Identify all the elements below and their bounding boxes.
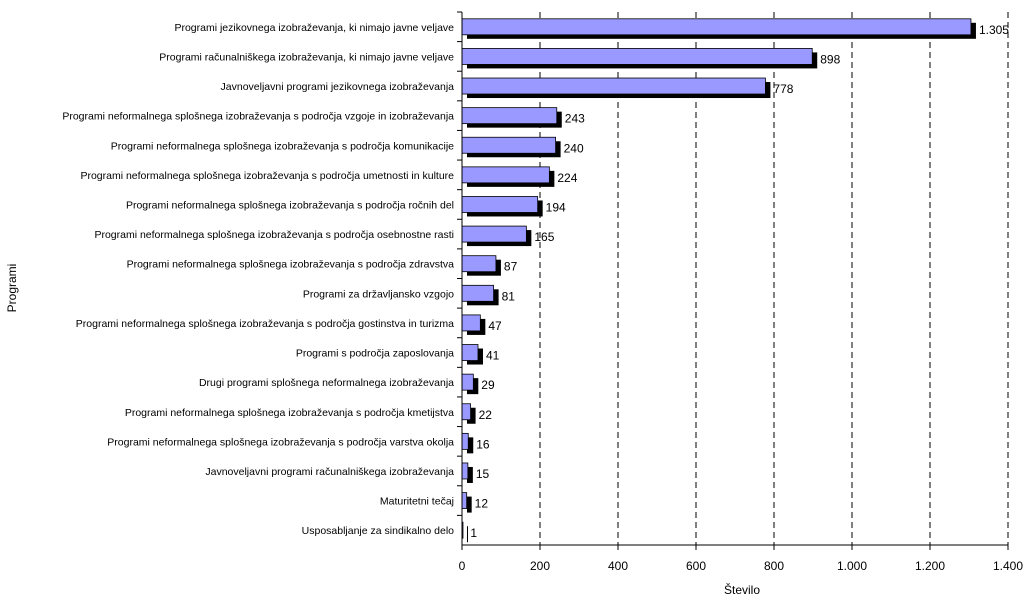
bar: [461, 18, 972, 36]
category-label: Programi neformalnega splošnega izobraže…: [107, 436, 454, 448]
x-tick-label: 800: [764, 559, 784, 573]
data-label: 15: [476, 467, 490, 481]
category-label: Programi za državljansko vzgojo: [303, 288, 454, 300]
bar: [461, 373, 474, 391]
category-label: Programi s področja zaposlovanja: [296, 348, 454, 360]
bar: [461, 284, 494, 302]
bar: [461, 403, 471, 421]
data-label: 240: [564, 141, 584, 155]
x-tick-label: 1.000: [837, 559, 867, 573]
x-tick-label: 400: [608, 559, 628, 573]
bar: [461, 344, 479, 361]
data-label: 1: [470, 526, 477, 540]
bars: [461, 18, 976, 543]
data-label: 22: [479, 408, 493, 422]
bar: [461, 462, 469, 480]
bar-shadow: [467, 437, 474, 454]
bar: [461, 136, 556, 154]
data-label: 224: [557, 171, 577, 185]
category-label: Programi neformalnega splošnega izobraže…: [126, 199, 454, 211]
bar: [461, 492, 468, 509]
category-label: Programi neformalnega splošnega izobraže…: [125, 407, 454, 419]
x-tick-label: 1.200: [915, 559, 945, 573]
value-labels: 1.305 898 778 243 240 224 194 165 87 81 47 41 29 22 16…: [470, 23, 1009, 540]
category-label: Javnoveljavni programi jezikovnega izobr…: [221, 81, 455, 93]
gridlines: [539, 12, 1009, 545]
x-tick-label: 0: [459, 559, 466, 573]
bar: [461, 225, 527, 243]
data-label: 81: [502, 289, 516, 303]
category-label: Programi neformalnega splošnega izobraže…: [80, 170, 454, 182]
data-label: 778: [773, 82, 793, 96]
bar: [461, 432, 469, 450]
data-label: 16: [476, 437, 490, 451]
data-label: 243: [565, 112, 585, 126]
category-label: Programi neformalnega splošnega izobraže…: [127, 259, 455, 271]
category-label: Usposabljanje za sindikalno delo: [302, 525, 455, 537]
bar-shadow: [467, 407, 476, 424]
bar: [461, 255, 497, 273]
bar: [461, 107, 558, 125]
bar: [461, 314, 481, 332]
data-label: 898: [820, 52, 840, 66]
x-tick-label: 200: [530, 559, 550, 573]
bar-shadow: [467, 466, 473, 483]
category-label: Maturitetni tečaj: [380, 496, 454, 508]
data-label: 165: [534, 230, 554, 244]
bar: [461, 48, 813, 65]
category-label: Programi neformalnega splošnega izobraže…: [94, 229, 454, 241]
x-axis-title: Število: [724, 582, 760, 597]
bar: [461, 166, 550, 184]
category-label: Programi neformalnega splošnega izobraže…: [76, 318, 454, 330]
x-tick-label: 1.400: [993, 559, 1023, 573]
category-labels: Programi jezikovnega izobraževanja, ki n…: [62, 22, 454, 537]
category-label: Programi neformalnega splošnega izobraže…: [111, 140, 454, 152]
data-label: 47: [488, 319, 502, 333]
bar: [461, 196, 539, 213]
bar-shadow: [467, 526, 468, 543]
category-label: Programi jezikovnega izobraževanja, ki n…: [174, 22, 454, 34]
data-label: 194: [546, 200, 566, 214]
x-tick-label: 600: [686, 559, 706, 573]
data-label: 41: [486, 349, 500, 363]
bar: [461, 77, 766, 95]
category-label: Programi računalniškega izobraževanja, k…: [159, 51, 454, 63]
y-axis-title: Programi: [5, 264, 19, 313]
category-label: Programi neformalnega splošnega izobraže…: [62, 111, 454, 123]
data-label: 87: [504, 260, 518, 274]
data-label: 1.305: [979, 23, 1009, 37]
category-label: Javnoveljavni programi računalniškega iz…: [205, 466, 454, 478]
data-label: 29: [481, 378, 495, 392]
data-label: 12: [475, 497, 489, 511]
axes: 0 200 400 600 800 1.000 1.200 1.400: [457, 11, 1023, 573]
bar-shadow: [467, 496, 472, 513]
category-label: Drugi programi splošnega neformalnega iz…: [199, 377, 454, 389]
